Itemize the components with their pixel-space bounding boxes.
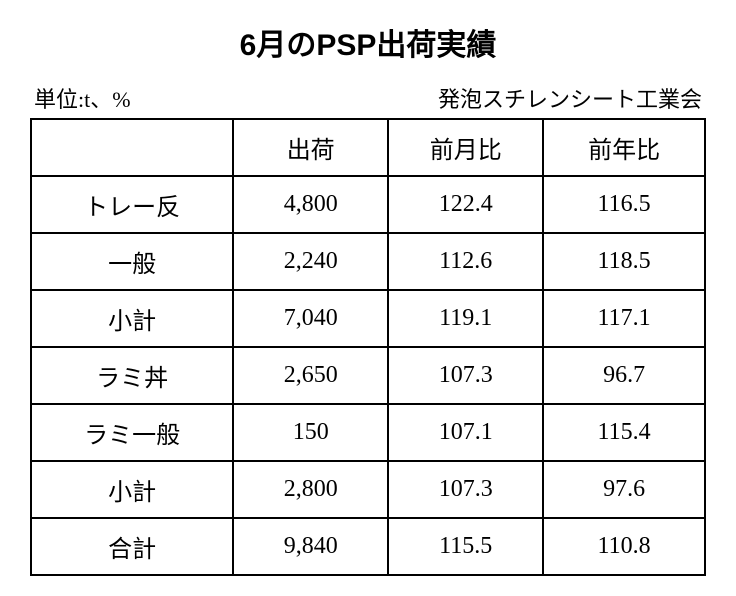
table-cell: 107.1: [388, 404, 543, 461]
col-header: 前年比: [543, 119, 705, 176]
page-title: 6月のPSP出荷実績: [30, 20, 706, 64]
table-cell: 116.5: [543, 176, 705, 233]
table-cell: 2,650: [233, 347, 388, 404]
table-cell: 7,040: [233, 290, 388, 347]
table-cell: 117.1: [543, 290, 705, 347]
table-row: 一般2,240112.6118.5: [31, 233, 705, 290]
table-header-row: 出荷 前月比 前年比: [31, 119, 705, 176]
table-cell: 97.6: [543, 461, 705, 518]
table-cell: 小計: [31, 461, 233, 518]
table-cell: 小計: [31, 290, 233, 347]
table-cell: ラミ丼: [31, 347, 233, 404]
table-cell: ラミ一般: [31, 404, 233, 461]
table-cell: 2,240: [233, 233, 388, 290]
table-cell: 2,800: [233, 461, 388, 518]
table-cell: 110.8: [543, 518, 705, 575]
table-row: ラミ丼2,650107.396.7: [31, 347, 705, 404]
table-cell: 150: [233, 404, 388, 461]
source-label: 発泡スチレンシート工業会: [438, 82, 702, 114]
table-cell: 115.5: [388, 518, 543, 575]
col-header: [31, 119, 233, 176]
table-cell: 107.3: [388, 347, 543, 404]
table-cell: 4,800: [233, 176, 388, 233]
table-cell: 119.1: [388, 290, 543, 347]
table-cell: 122.4: [388, 176, 543, 233]
table-row: 合計9,840115.5110.8: [31, 518, 705, 575]
meta-row: 単位:t、% 発泡スチレンシート工業会: [30, 82, 706, 114]
table-row: トレー反4,800122.4116.5: [31, 176, 705, 233]
col-header: 出荷: [233, 119, 388, 176]
unit-label: 単位:t、%: [34, 82, 131, 114]
table-cell: 118.5: [543, 233, 705, 290]
table-row: ラミ一般150107.1115.4: [31, 404, 705, 461]
data-table: 出荷 前月比 前年比 トレー反4,800122.4116.5一般2,240112…: [30, 118, 706, 576]
table-cell: 115.4: [543, 404, 705, 461]
table-cell: 9,840: [233, 518, 388, 575]
table-cell: 112.6: [388, 233, 543, 290]
table-cell: 107.3: [388, 461, 543, 518]
table-cell: トレー反: [31, 176, 233, 233]
table-row: 小計2,800107.397.6: [31, 461, 705, 518]
table-cell: 96.7: [543, 347, 705, 404]
table-cell: 合計: [31, 518, 233, 575]
table-cell: 一般: [31, 233, 233, 290]
table-row: 小計7,040119.1117.1: [31, 290, 705, 347]
table-body: トレー反4,800122.4116.5一般2,240112.6118.5小計7,…: [31, 176, 705, 575]
col-header: 前月比: [388, 119, 543, 176]
